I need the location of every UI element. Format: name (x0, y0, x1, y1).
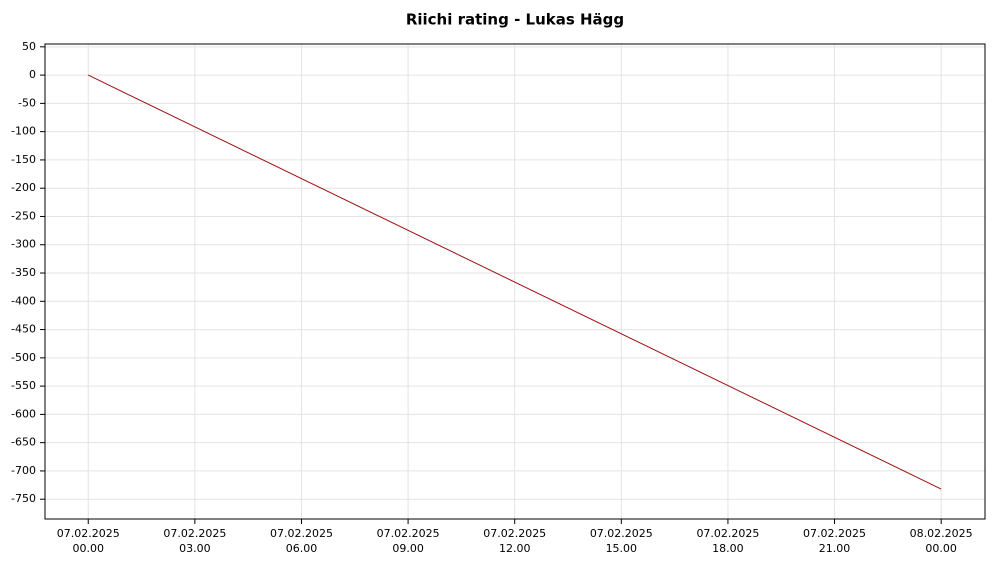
y-tick-label: -500 (11, 351, 36, 364)
x-tick-label: 07.02.2025 09.00 (377, 527, 440, 555)
chart-title: Riichi rating - Lukas Hägg (406, 11, 624, 29)
x-tick-label: 07.02.2025 06.00 (270, 527, 333, 555)
y-tick-label: -400 (11, 294, 36, 307)
line (88, 74, 942, 490)
y-tick-label: -700 (11, 464, 36, 477)
y-tick-label: -300 (11, 238, 36, 251)
y-tick-label: 0 (29, 68, 36, 81)
x-tick-label: 08.02.2025 00.00 (910, 527, 973, 555)
y-tick-label: -550 (11, 379, 36, 392)
y-tick-label: -100 (11, 125, 36, 138)
grid (45, 44, 985, 519)
y-tick-label: 50 (22, 40, 36, 53)
y-tick-label: -650 (11, 436, 36, 449)
y-tick-label: -250 (11, 209, 36, 222)
x-tick-label: 07.02.2025 12.00 (483, 527, 546, 555)
y-tick-label: -150 (11, 153, 36, 166)
y-tick-label: -600 (11, 407, 36, 420)
y-tick-label: -350 (11, 266, 36, 279)
x-tick-label: 07.02.2025 03.00 (163, 527, 226, 555)
x-tick-label: 07.02.2025 21.00 (803, 527, 866, 555)
plot-frame (44, 43, 986, 520)
y-tick-label: -750 (11, 492, 36, 505)
x-tick-label: 07.02.2025 15.00 (590, 527, 653, 555)
y-tick-label: -200 (11, 181, 36, 194)
x-tick-label: 07.02.2025 00.00 (57, 527, 120, 555)
y-tick-label: -50 (18, 96, 36, 109)
y-tick-label: -450 (11, 323, 36, 336)
x-tick-label: 07.02.2025 18.00 (696, 527, 759, 555)
